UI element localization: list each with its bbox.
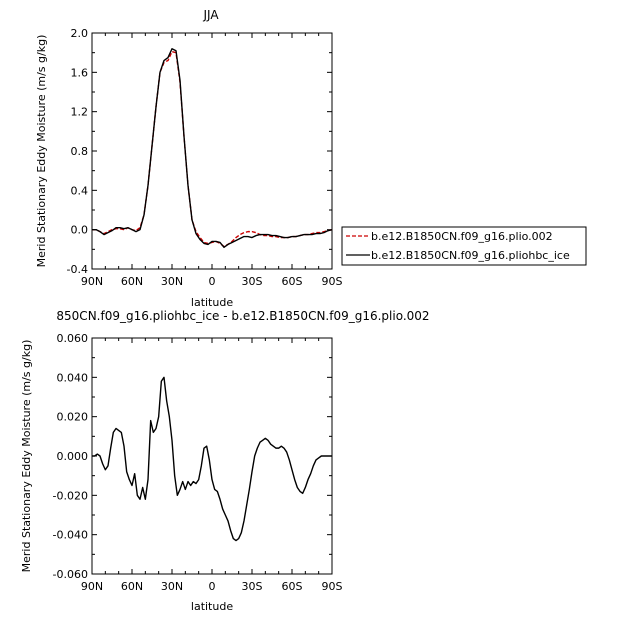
top-series-line-0 [92,50,333,248]
bottom-series-lines [92,376,332,542]
bottom-ylabel: Merid Stationary Eddy Moisture (m/s g/kg… [20,340,33,573]
bottom-xtick-label: 60N [121,580,143,593]
bottom-xtick-label: 90S [322,580,343,593]
top-xlabel: latitude [191,296,233,309]
top-ytick-label: 0.4 [71,184,89,197]
legend-box [341,226,587,266]
top-ytick-label: 0.8 [71,145,89,158]
bottom-xtick-label: 60S [282,580,303,593]
top-panel: JJA 90N 60N 30N 0 30S 60S 90S -0.4 0.0 0.4 0.8 1.2 1… [35,8,343,309]
bottom-ytick-label: -0.020 [53,489,88,502]
top-ytick-label: -0.4 [67,263,88,276]
bottom-plot-frame [91,337,333,575]
top-chart-title: JJA [202,8,219,22]
bottom-xtick-label: 90N [81,580,103,593]
top-xtick-label: 30N [161,275,183,288]
top-xtick-label: 0 [209,275,216,288]
top-series-line-1 [92,48,333,249]
bottom-xtick-label: 0 [209,580,216,593]
bottom-ytick-label: -0.040 [53,529,88,542]
top-ytick-label: 0.0 [71,224,89,237]
bottom-xtick-label: 30S [242,580,263,593]
top-series-lines [92,48,333,249]
bottom-chart-title: 850CN.f09_g16.pliohbc_ice - b.e12.B1850C… [56,309,429,323]
bottom-ytick-label: 0.000 [57,450,89,463]
bottom-ytick-label: 0.040 [57,371,89,384]
top-ytick-label: 1.6 [71,66,89,79]
bottom-ytick-label: 0.020 [57,411,89,424]
bottom-xlabel: latitude [191,600,233,613]
bottom-panel: 850CN.f09_g16.pliohbc_ice - b.e12.B1850C… [20,309,430,613]
top-xtick-label: 90N [81,275,103,288]
legend-label-0: b.e12.B1850CN.f09_g16.plio.002 [371,230,553,243]
top-xtick-label: 30S [242,275,263,288]
top-ylabel: Merid Stationary Eddy Moisture (m/s g/kg… [35,35,48,268]
legend-label-1: b.e12.B1850CN.f09_g16.pliohbc_ice [371,249,570,262]
top-xtick-label: 60S [282,275,303,288]
bottom-ytick-label: -0.060 [53,568,88,581]
legend: b.e12.B1850CN.f09_g16.plio.002 b.e12.B18… [341,226,587,266]
bottom-axis-ticks: 90N 60N 30N 0 30S 60S 90S -0.060 -0.040 -0.020 0.0… [53,332,343,593]
top-ytick-label: 2.0 [71,27,89,40]
top-plot-frame [91,32,333,270]
top-axis-ticks: 90N 60N 30N 0 30S 60S 90S -0.4 0.0 0.4 0.8 1.2 1.6 2.… [67,27,343,288]
bottom-ytick-label: 0.060 [57,332,89,345]
top-ytick-label: 1.2 [71,106,89,119]
top-xtick-label: 90S [322,275,343,288]
bottom-series-line-0 [92,376,332,542]
top-xtick-label: 60N [121,275,143,288]
bottom-xtick-label: 30N [161,580,183,593]
